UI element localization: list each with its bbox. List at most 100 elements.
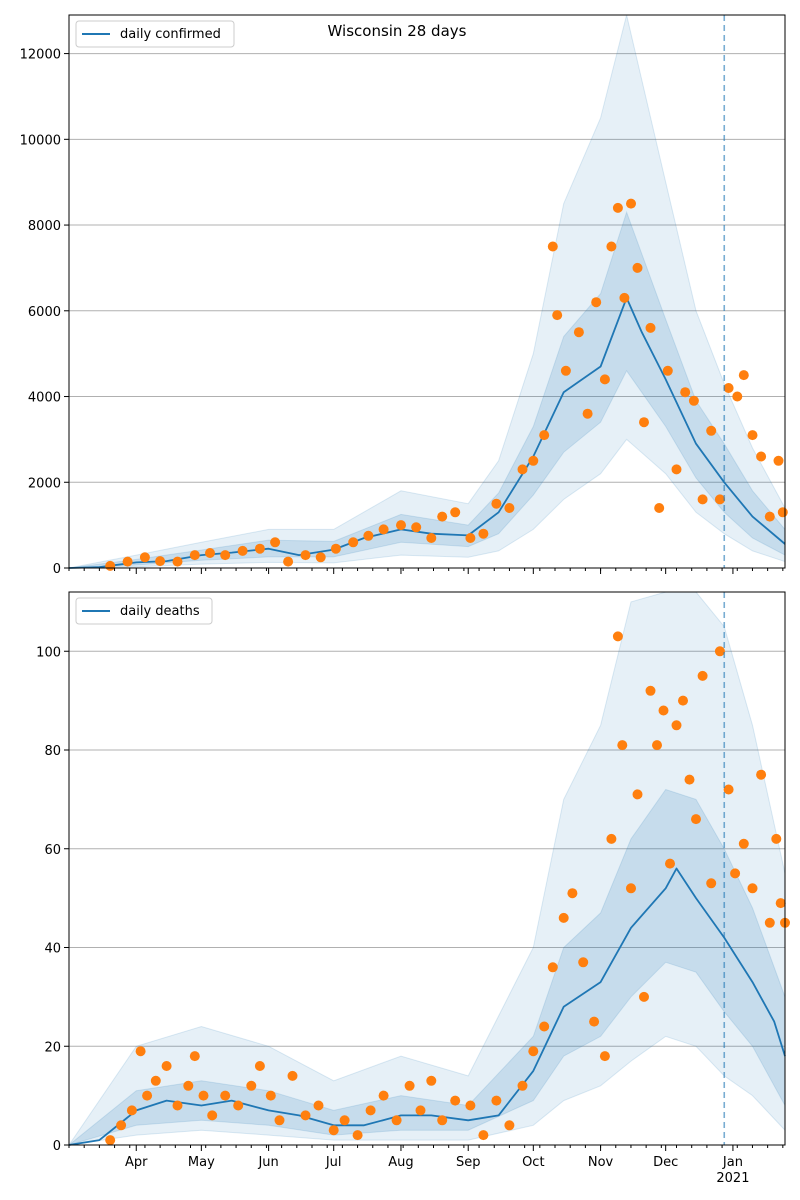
observed-data-point <box>365 1105 376 1116</box>
observed-data-point <box>233 1100 244 1111</box>
observed-data-point <box>183 1080 194 1091</box>
observed-data-point <box>547 962 558 973</box>
deaths-mean-line <box>68 867 786 1146</box>
observed-data-point <box>652 740 662 751</box>
x-tick-label: Sep <box>456 1155 481 1170</box>
observed-data-point <box>478 528 489 539</box>
observed-data-point <box>632 262 643 273</box>
legend-box <box>75 597 213 625</box>
observed-data-point <box>172 556 183 567</box>
observed-data-point <box>411 522 422 533</box>
observed-data-point <box>300 550 311 561</box>
observed-data-point <box>161 1061 172 1071</box>
observed-data-point <box>220 1090 231 1101</box>
observed-data-point <box>465 1100 476 1111</box>
x-tick-label: Aug <box>388 1155 413 1170</box>
confirmed-y-ticks: 0 2000 4000 6000 8000 10000 12000 <box>20 48 69 577</box>
observed-data-point <box>619 292 630 303</box>
observed-data-point <box>665 858 675 869</box>
observed-data-point <box>606 833 617 844</box>
observed-data-point <box>645 685 656 696</box>
y-tick-label: 2000 <box>28 476 61 491</box>
y-tick-label: 20 <box>44 1040 61 1055</box>
observed-data-point <box>714 494 725 505</box>
observed-data-point <box>491 1095 502 1106</box>
observed-data-point <box>189 550 200 561</box>
x-tick-label: Nov <box>588 1155 614 1170</box>
y-tick-label: 0 <box>53 562 61 577</box>
observed-data-point <box>573 327 584 338</box>
observed-data-point <box>254 543 265 554</box>
observed-data-point <box>391 1115 402 1126</box>
observed-data-point <box>189 1051 200 1062</box>
y-tick-label: 0 <box>53 1139 61 1154</box>
observed-data-point <box>205 548 215 558</box>
observed-data-point <box>756 769 767 780</box>
observed-data-point <box>723 383 734 393</box>
observed-data-point <box>465 533 476 543</box>
observed-data-point <box>274 1115 285 1126</box>
observed-data-point <box>270 537 281 548</box>
observed-data-point <box>697 494 708 505</box>
observed-data-point <box>220 550 231 561</box>
observed-data-point <box>155 556 166 567</box>
observed-data-point <box>339 1115 350 1126</box>
observed-data-point <box>680 387 691 398</box>
mean-series-line <box>68 867 786 1146</box>
observed-data-point <box>287 1070 298 1081</box>
y-tick-label: 4000 <box>28 391 61 406</box>
observed-data-point <box>426 533 437 543</box>
observed-data-point <box>558 912 569 923</box>
observed-data-point <box>105 1135 116 1146</box>
observed-data-point <box>773 455 784 466</box>
observed-data-point <box>582 408 593 419</box>
observed-data-point <box>612 631 623 642</box>
observed-data-point <box>207 1110 218 1121</box>
observed-data-point <box>450 1095 461 1106</box>
confirmed-axes <box>68 14 786 569</box>
x-tick-label: Jun <box>257 1155 278 1170</box>
observed-data-point <box>105 560 116 571</box>
observed-data-point <box>348 537 359 548</box>
observed-data-point <box>671 720 682 731</box>
x-tick-label: Dec <box>653 1155 678 1170</box>
observed-data-point <box>122 556 133 567</box>
observed-data-point <box>654 503 665 513</box>
observed-data-point <box>747 883 758 894</box>
observed-data-point <box>639 991 649 1002</box>
deaths-legend: daily deaths <box>75 597 213 625</box>
observed-data-point <box>426 1075 437 1086</box>
observed-data-point <box>639 417 649 428</box>
observed-data-point <box>688 395 699 406</box>
observed-data-point <box>135 1046 146 1057</box>
observed-data-point <box>560 365 571 376</box>
observed-data-point <box>450 507 461 518</box>
observed-data-point <box>599 374 610 385</box>
observed-data-point <box>612 202 623 213</box>
observed-data-point <box>504 1120 515 1131</box>
deaths-panel: 0 20 40 60 80 100 Apr May Jun Jul Aug Sep Oct Nov Dec… <box>36 591 790 1186</box>
observed-data-point <box>658 705 669 716</box>
observed-data-point <box>539 1021 550 1032</box>
deaths-observed-points <box>105 631 790 1146</box>
observed-data-point <box>626 883 636 894</box>
observed-data-point <box>756 451 767 462</box>
observed-data-point <box>552 310 563 321</box>
observed-data-point <box>589 1016 600 1027</box>
y-tick-label: 40 <box>44 942 61 957</box>
observed-data-point <box>606 241 617 252</box>
observed-data-point <box>172 1100 183 1111</box>
observed-data-point <box>706 878 717 889</box>
observed-data-point <box>246 1080 257 1091</box>
observed-data-point <box>671 464 682 475</box>
y-tick-label: 100 <box>36 645 61 660</box>
observed-data-point <box>150 1075 161 1086</box>
observed-data-point <box>697 670 708 681</box>
observed-data-point <box>300 1110 311 1121</box>
x-tick-label: Jan <box>722 1155 743 1170</box>
observed-data-point <box>678 695 688 706</box>
observed-data-point <box>771 833 782 844</box>
observed-data-point <box>567 888 578 899</box>
observed-data-point <box>328 1125 339 1136</box>
observed-data-point <box>632 789 643 800</box>
